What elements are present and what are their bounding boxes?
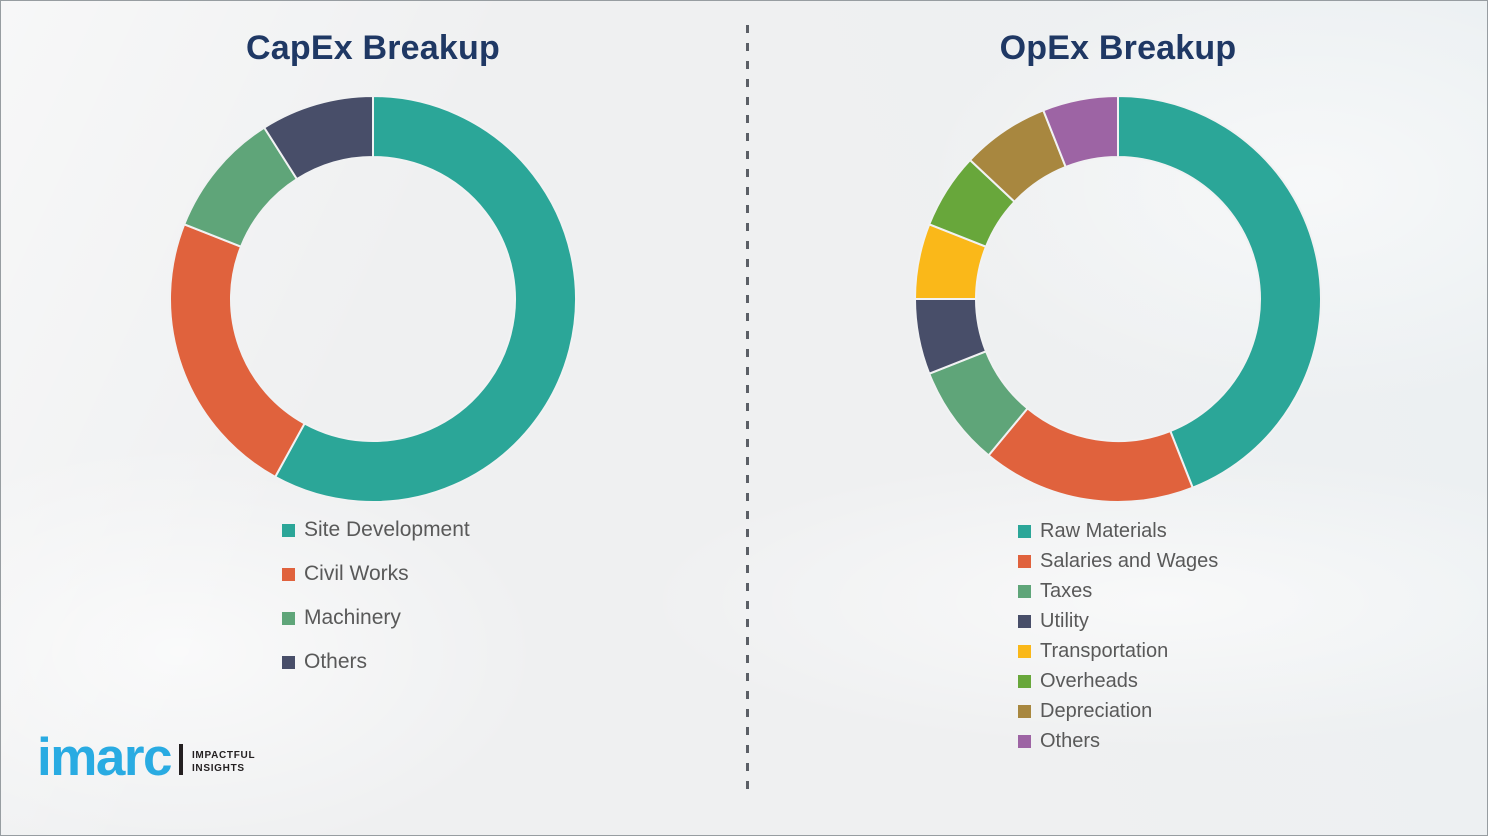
legend-item: Transportation <box>1018 636 1218 666</box>
donut-segment-others <box>1042 95 1119 168</box>
legend-item: Salaries and Wages <box>1018 546 1218 576</box>
legend-swatch <box>1018 644 1031 658</box>
legend-item: Taxes <box>1018 576 1218 606</box>
legend-item: Utility <box>1018 606 1218 636</box>
imarc-logo: imarc IMPACTFUL INSIGHTS <box>37 728 255 787</box>
legend-label: Depreciation <box>1040 699 1153 722</box>
donut-segment-civil-works <box>169 223 306 478</box>
legend-item: Machinery <box>282 596 470 640</box>
legend-label: Transportation <box>1040 639 1169 662</box>
donut-segment-salaries-and-wages <box>987 407 1194 503</box>
vertical-dashed-divider <box>746 25 749 791</box>
legend-label: Taxes <box>1040 579 1093 602</box>
logo-tagline-line1: IMPACTFUL <box>191 749 256 761</box>
imarc-logo-wordmark: imarc <box>37 728 172 787</box>
legend-label: Machinery <box>304 606 401 629</box>
legend-item: Others <box>282 640 470 684</box>
legend-swatch <box>1018 524 1031 538</box>
donut-segment-others <box>263 95 374 181</box>
legend-swatch <box>1018 614 1031 628</box>
donut-segment-site-development <box>274 95 577 503</box>
legend-item: Depreciation <box>1018 696 1218 726</box>
legend-swatch <box>1018 674 1031 688</box>
legend-swatch <box>1018 704 1031 718</box>
legend-swatch <box>282 567 295 581</box>
logo-tagline-line2: INSIGHTS <box>191 762 245 774</box>
legend-label: Site Development <box>304 518 470 541</box>
legend-item: Raw Materials <box>1018 516 1218 546</box>
legend-label: Others <box>304 650 368 673</box>
legend-swatch <box>282 611 295 625</box>
legend-swatch <box>1018 554 1031 568</box>
logo-divider-bar <box>178 743 183 775</box>
legend-label: Civil Works <box>304 562 409 585</box>
legend-swatch <box>1018 734 1031 748</box>
legend-swatch <box>282 655 295 669</box>
logo-tagline: IMPACTFUL INSIGHTS <box>192 749 255 775</box>
donut-segment-raw-materials <box>1117 95 1322 489</box>
legend-label: Utility <box>1040 609 1089 632</box>
capex-legend: Site Development Civil Works Machinery Othe… <box>282 508 470 684</box>
capex-donut-chart <box>169 95 577 503</box>
legend-swatch <box>282 523 295 537</box>
opex-chart-title: OpEx Breakup <box>999 29 1237 67</box>
legend-swatch <box>1018 584 1031 598</box>
opex-legend: Raw Materials Salaries and Wages Taxes Util… <box>1018 516 1218 756</box>
legend-label: Overheads <box>1040 669 1138 692</box>
legend-item: Civil Works <box>282 552 470 596</box>
opex-donut-chart <box>914 95 1322 503</box>
capex-chart-title: CapEx Breakup <box>246 29 500 67</box>
legend-item: Overheads <box>1018 666 1218 696</box>
legend-label: Others <box>1040 729 1101 752</box>
legend-item: Others <box>1018 726 1218 756</box>
legend-item: Site Development <box>282 508 470 552</box>
legend-label: Raw Materials <box>1040 519 1167 542</box>
legend-label: Salaries and Wages <box>1040 549 1219 572</box>
